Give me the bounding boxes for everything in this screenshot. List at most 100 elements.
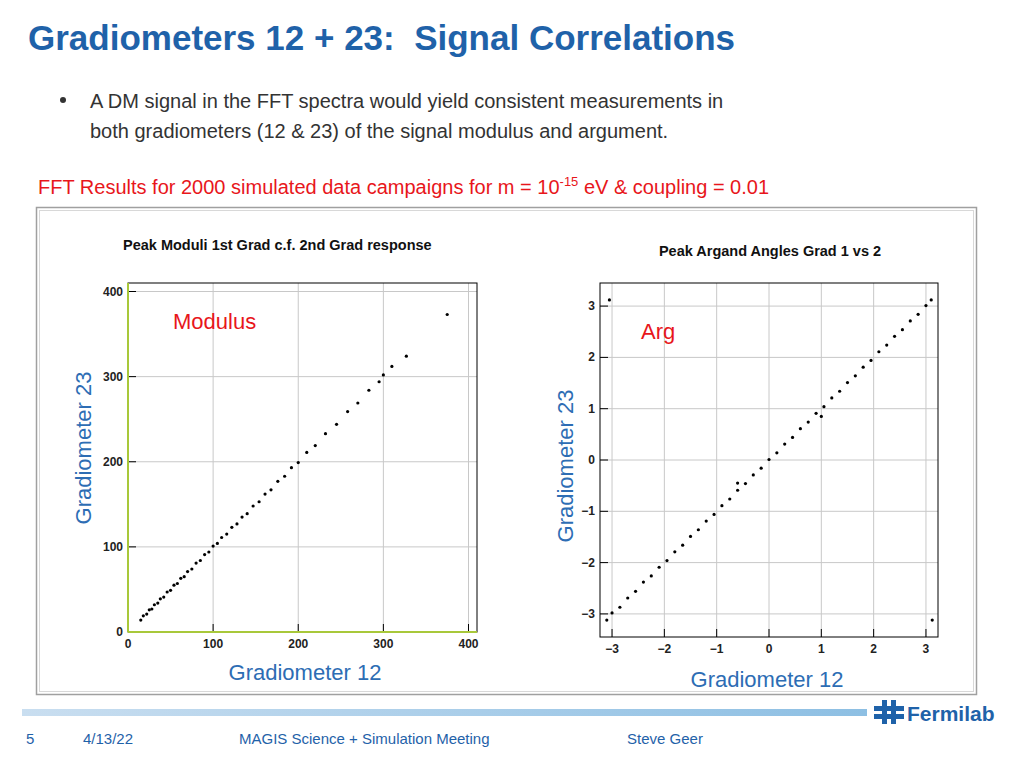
- y-tick-label: 0: [116, 625, 123, 639]
- annotation: Modulus: [173, 309, 256, 334]
- point: [367, 389, 370, 392]
- point: [618, 606, 621, 609]
- y-tick: [128, 376, 136, 377]
- x-tick-label: 0: [125, 637, 132, 651]
- logo: Fermilab: [874, 700, 995, 725]
- point: [263, 493, 266, 496]
- plot-frame: [128, 283, 477, 632]
- y-tick: [600, 357, 608, 358]
- point: [335, 423, 338, 426]
- logo-icon: [882, 700, 887, 724]
- point: [610, 611, 613, 614]
- point: [225, 533, 228, 536]
- point: [697, 528, 700, 531]
- point: [179, 577, 182, 580]
- point: [862, 366, 865, 369]
- y-tick-label: 400: [103, 285, 123, 299]
- scatter-chart: Peak Moduli 1st Grad c.f. 2nd Grad respo…: [71, 237, 479, 685]
- point: [324, 432, 327, 435]
- point: [305, 451, 308, 454]
- point: [775, 451, 778, 454]
- point: [183, 575, 186, 578]
- plot-area: [128, 283, 477, 632]
- grid-line-y: [128, 632, 477, 633]
- grid-line-y: [128, 546, 477, 547]
- points: [139, 313, 449, 622]
- point: [159, 597, 162, 600]
- grid-line-y: [128, 376, 477, 377]
- bullet-text: A DM signal in the FFT spectra would yie…: [90, 90, 723, 112]
- point: [252, 504, 255, 507]
- grid-line-y: [600, 562, 938, 563]
- chart-title: Peak Moduli 1st Grad c.f. 2nd Grad respo…: [123, 237, 432, 253]
- point: [744, 482, 747, 485]
- point: [257, 500, 260, 503]
- point: [150, 607, 153, 610]
- point: [186, 570, 189, 573]
- logo-text: Fermilab: [907, 702, 995, 725]
- point: [142, 614, 145, 617]
- point: [838, 390, 841, 393]
- point: [156, 601, 159, 604]
- grid-line-x: [213, 283, 214, 632]
- point: [760, 467, 763, 470]
- y-tick-label: −3: [581, 607, 595, 621]
- point: [783, 442, 786, 445]
- point: [246, 512, 249, 515]
- point: [405, 355, 408, 358]
- point: [608, 298, 611, 301]
- y-tick: [600, 613, 608, 614]
- point: [665, 559, 668, 562]
- x-tick: [873, 629, 874, 637]
- point: [830, 396, 833, 399]
- point: [172, 584, 175, 587]
- x-tick: [769, 629, 770, 637]
- point: [799, 427, 802, 430]
- point: [199, 559, 202, 562]
- point: [297, 461, 300, 464]
- point: [846, 381, 849, 384]
- logo-icon: [891, 700, 896, 724]
- grid-line-x: [298, 283, 299, 632]
- point: [230, 526, 233, 529]
- y-tick-label: 100: [103, 540, 123, 554]
- y-tick-label: 1: [588, 402, 595, 416]
- point: [212, 544, 215, 547]
- point: [626, 596, 629, 599]
- point: [290, 466, 293, 469]
- grid-line-y: [128, 461, 477, 462]
- point: [446, 313, 449, 316]
- point: [382, 373, 385, 376]
- point: [642, 581, 645, 584]
- point: [909, 319, 912, 322]
- grid-line-x: [383, 283, 384, 632]
- y-tick: [600, 460, 608, 461]
- point: [752, 473, 755, 476]
- point: [346, 410, 349, 413]
- y-axis-label: Gradiometer 23: [553, 390, 578, 543]
- scatter-chart: Peak Argand Angles Grad 1 vs 2−3−2−10123…: [553, 243, 938, 692]
- point: [917, 313, 920, 316]
- point: [207, 550, 210, 553]
- y-tick: [600, 511, 608, 512]
- y-tick-label: −1: [581, 504, 595, 518]
- point: [705, 519, 708, 522]
- point: [605, 618, 608, 621]
- point: [390, 365, 393, 368]
- x-tick-label: 0: [766, 642, 773, 656]
- x-tick-label: 200: [288, 637, 308, 651]
- x-tick-label: −3: [605, 642, 619, 656]
- y-tick-label: −2: [581, 556, 595, 570]
- plot-area: [600, 283, 938, 637]
- point: [720, 504, 723, 507]
- subtitle-superscript: -15: [560, 174, 579, 189]
- point: [194, 561, 197, 564]
- slide: Gradiometers 12 + 23: Signal Correlation…: [0, 0, 1024, 768]
- y-axis-label: Gradiometer 23: [71, 372, 96, 525]
- point: [176, 582, 179, 585]
- x-tick-label: −1: [710, 642, 724, 656]
- point: [854, 374, 857, 377]
- grid-line-x: [128, 283, 129, 632]
- y-tick: [600, 408, 608, 409]
- point: [807, 420, 810, 423]
